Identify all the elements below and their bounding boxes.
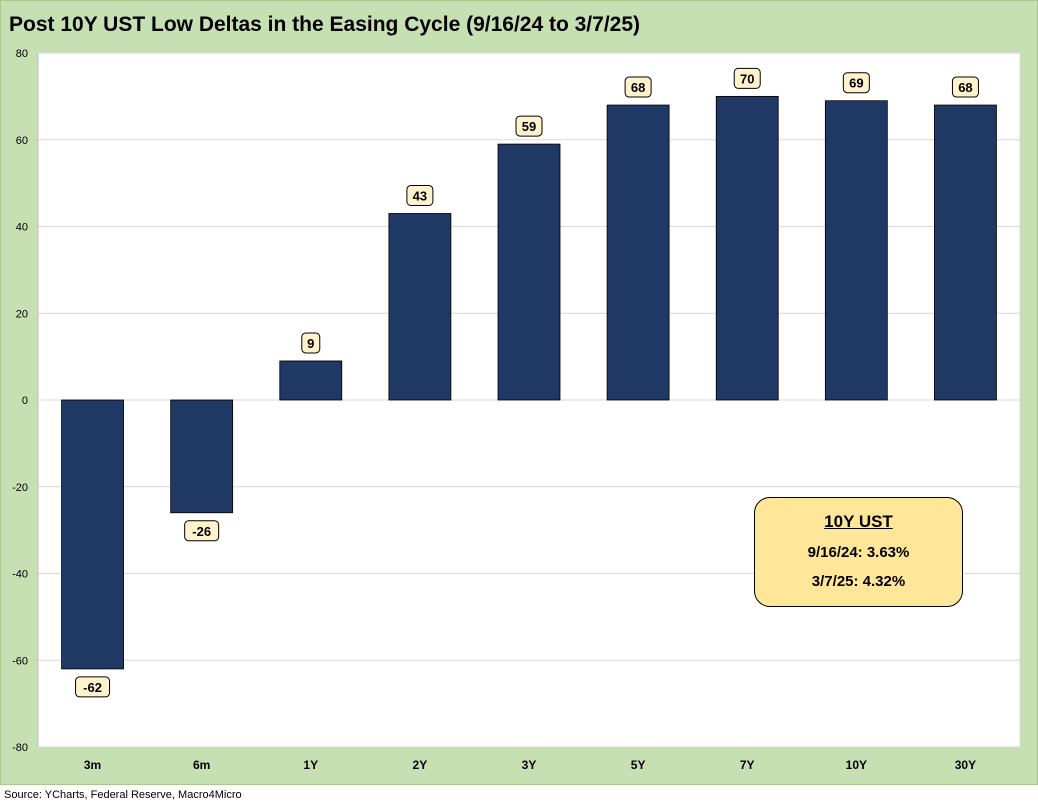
y-tick-label: -80 bbox=[12, 742, 28, 754]
data-label-text: 69 bbox=[849, 76, 863, 91]
data-label-text: -26 bbox=[192, 524, 211, 539]
x-tick-label: 5Y bbox=[631, 758, 646, 772]
x-tick-label: 3Y bbox=[522, 758, 537, 772]
y-tick-label: 40 bbox=[16, 222, 28, 234]
data-label-text: 68 bbox=[631, 80, 645, 95]
data-label-text: 59 bbox=[522, 119, 536, 134]
data-label-text: 70 bbox=[740, 71, 754, 86]
data-label-7Y: 70 bbox=[733, 67, 761, 89]
data-label-box bbox=[733, 67, 761, 89]
data-label-text: 68 bbox=[958, 80, 972, 95]
data-label-box bbox=[75, 676, 111, 698]
annotation-box: 10Y UST 9/16/24: 3.63% 3/7/25: 4.32% bbox=[754, 497, 963, 607]
bar-1Y bbox=[279, 360, 343, 401]
source-note: Source: YCharts, Federal Reserve, Macro4… bbox=[4, 789, 242, 801]
data-label-box bbox=[515, 115, 543, 137]
annotation-line-2: 3/7/25: 4.32% bbox=[811, 573, 906, 590]
bars bbox=[61, 95, 997, 670]
x-tick-label: 30Y bbox=[955, 758, 976, 772]
y-tick-label: -60 bbox=[12, 655, 28, 667]
data-labels: -62 -26 9 43 59 68 70 69 68 bbox=[75, 67, 979, 698]
y-tick-label: 0 bbox=[22, 395, 28, 407]
y-tick-label: 80 bbox=[16, 48, 28, 60]
data-label-text: 9 bbox=[307, 336, 314, 351]
data-label-6m: -26 bbox=[184, 520, 220, 542]
data-label-box bbox=[184, 520, 220, 542]
data-label-box bbox=[624, 76, 652, 98]
data-label-text: -62 bbox=[83, 680, 102, 695]
annotation-line-1: 9/16/24: 3.63% bbox=[807, 544, 910, 561]
data-label-box bbox=[951, 76, 979, 98]
y-tick-label: -20 bbox=[12, 482, 28, 494]
data-label-text: 43 bbox=[413, 188, 427, 203]
x-axis-ticks: 3m 6m 1Y 2Y 3Y 5Y 7Y 10Y 30Y bbox=[84, 758, 976, 772]
x-tick-label: 1Y bbox=[303, 758, 318, 772]
bar-2Y bbox=[388, 213, 452, 401]
x-tick-label: 6m bbox=[193, 758, 210, 772]
bar-10Y bbox=[824, 100, 888, 401]
data-label-2Y: 43 bbox=[406, 184, 434, 206]
x-tick-label: 3m bbox=[84, 758, 101, 772]
data-label-1Y: 9 bbox=[301, 332, 321, 354]
bar-30Y bbox=[934, 104, 997, 401]
bar-3Y bbox=[497, 143, 561, 401]
y-tick-label: 60 bbox=[16, 135, 28, 147]
data-label-5Y: 68 bbox=[624, 76, 652, 98]
data-label-box bbox=[842, 72, 870, 94]
data-label-30Y: 68 bbox=[951, 76, 979, 98]
data-label-3m: -62 bbox=[75, 676, 111, 698]
bar-3m bbox=[61, 399, 124, 670]
data-label-10Y: 69 bbox=[842, 72, 870, 94]
x-tick-label: 7Y bbox=[740, 758, 755, 772]
bar-7Y bbox=[715, 95, 779, 401]
annotation-title: 10Y UST bbox=[824, 512, 893, 531]
y-tick-label: 20 bbox=[16, 308, 28, 320]
bar-5Y bbox=[606, 104, 670, 401]
chart-title: Post 10Y UST Low Deltas in the Easing Cy… bbox=[9, 13, 641, 36]
data-label-box bbox=[301, 332, 321, 354]
data-label-3Y: 59 bbox=[515, 115, 543, 137]
y-tick-label: -40 bbox=[12, 569, 28, 581]
x-tick-label: 2Y bbox=[413, 758, 428, 772]
bar-6m bbox=[170, 399, 234, 514]
x-tick-label: 10Y bbox=[846, 758, 867, 772]
y-axis-ticks: 80 60 40 20 0 -20 -40 -60 -80 bbox=[12, 48, 28, 754]
data-label-box bbox=[406, 184, 434, 206]
